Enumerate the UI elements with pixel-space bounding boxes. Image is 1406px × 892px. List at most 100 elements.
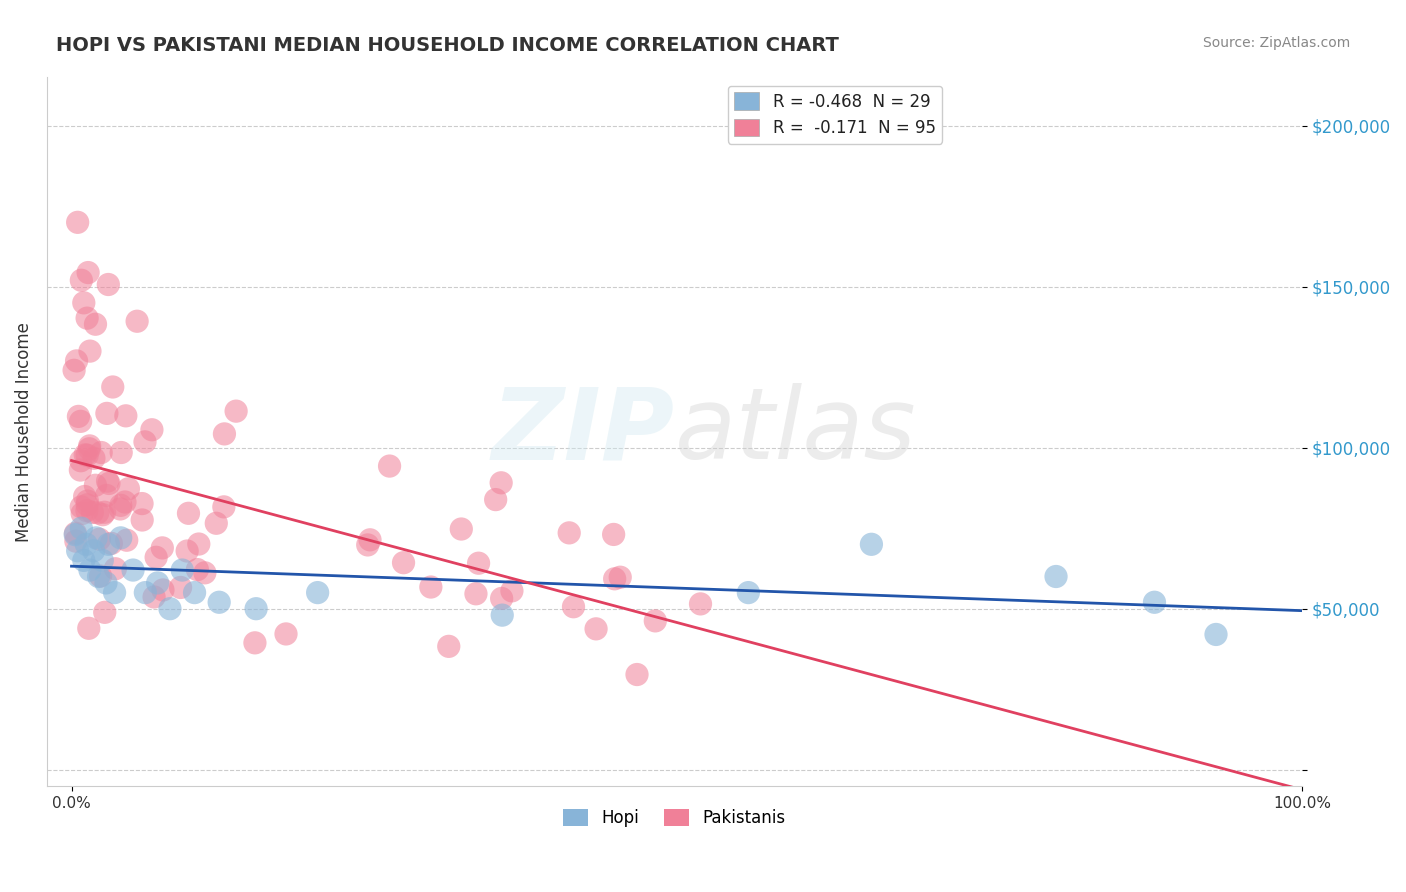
Pakistanis (104, 562, 127, 576)
Hopi (159, 601, 181, 615)
Pakistanis (77, 621, 100, 635)
Pakistanis (150, 541, 173, 555)
Pakistanis (79, 439, 101, 453)
Pakistanis (70, 273, 93, 287)
Hopi (146, 576, 169, 591)
Pakistanis (97, 277, 120, 292)
Pakistanis (98, 476, 121, 491)
Pakistanis (465, 587, 488, 601)
Pakistanis (91, 508, 114, 522)
Hopi (122, 563, 145, 577)
Text: ZIP: ZIP (492, 383, 675, 480)
Hopi (1205, 627, 1227, 641)
Legend: Hopi, Pakistanis: Hopi, Pakistanis (557, 803, 793, 834)
Hopi (860, 537, 883, 551)
Pakistanis (76, 448, 98, 462)
Pakistanis (76, 311, 98, 326)
Hopi (245, 601, 267, 615)
Pakistanis (626, 667, 648, 681)
Pakistanis (689, 597, 711, 611)
Hopi (91, 553, 114, 567)
Pakistanis (110, 499, 132, 513)
Hopi (75, 537, 97, 551)
Hopi (183, 585, 205, 599)
Hopi (73, 553, 96, 567)
Pakistanis (134, 434, 156, 449)
Pakistanis (585, 622, 607, 636)
Pakistanis (93, 505, 115, 519)
Pakistanis (176, 544, 198, 558)
Pakistanis (110, 445, 132, 459)
Pakistanis (69, 454, 91, 468)
Hopi (103, 585, 125, 599)
Text: HOPI VS PAKISTANI MEDIAN HOUSEHOLD INCOME CORRELATION CHART: HOPI VS PAKISTANI MEDIAN HOUSEHOLD INCOM… (56, 36, 839, 54)
Hopi (134, 585, 156, 599)
Pakistanis (63, 363, 86, 377)
Pakistanis (558, 525, 581, 540)
Pakistanis (76, 503, 98, 517)
Pakistanis (70, 507, 93, 521)
Pakistanis (603, 572, 626, 586)
Pakistanis (77, 266, 100, 280)
Pakistanis (378, 459, 401, 474)
Pakistanis (67, 409, 90, 424)
Hopi (70, 521, 93, 535)
Pakistanis (562, 599, 585, 614)
Pakistanis (357, 538, 380, 552)
Pakistanis (83, 451, 105, 466)
Pakistanis (177, 506, 200, 520)
Pakistanis (485, 492, 508, 507)
Hopi (172, 563, 194, 577)
Text: atlas: atlas (675, 383, 917, 480)
Pakistanis (644, 614, 666, 628)
Pakistanis (127, 314, 149, 328)
Pakistanis (152, 582, 174, 597)
Pakistanis (73, 295, 96, 310)
Hopi (110, 531, 132, 545)
Pakistanis (79, 344, 101, 359)
Pakistanis (143, 590, 166, 604)
Pakistanis (501, 583, 523, 598)
Hopi (84, 531, 107, 545)
Pakistanis (243, 636, 266, 650)
Pakistanis (66, 215, 89, 229)
Pakistanis (82, 505, 104, 519)
Pakistanis (76, 494, 98, 508)
Pakistanis (84, 478, 107, 492)
Hopi (87, 569, 110, 583)
Pakistanis (359, 533, 381, 547)
Hopi (1143, 595, 1166, 609)
Pakistanis (110, 502, 132, 516)
Pakistanis (87, 506, 110, 520)
Hopi (97, 537, 120, 551)
Pakistanis (145, 550, 167, 565)
Pakistanis (90, 569, 112, 583)
Pakistanis (131, 513, 153, 527)
Pakistanis (65, 534, 87, 549)
Pakistanis (186, 563, 208, 577)
Pakistanis (609, 570, 631, 584)
Pakistanis (489, 475, 512, 490)
Pakistanis (467, 556, 489, 570)
Hopi (1045, 569, 1067, 583)
Pakistanis (114, 495, 136, 509)
Pakistanis (73, 490, 96, 504)
Pakistanis (96, 406, 118, 420)
Pakistanis (65, 526, 87, 541)
Pakistanis (419, 580, 441, 594)
Pakistanis (84, 317, 107, 331)
Pakistanis (89, 533, 111, 547)
Pakistanis (76, 498, 98, 512)
Pakistanis (187, 537, 209, 551)
Pakistanis (602, 527, 624, 541)
Pakistanis (205, 516, 228, 531)
Pakistanis (131, 497, 153, 511)
Pakistanis (69, 414, 91, 428)
Hopi (94, 576, 117, 591)
Pakistanis (75, 448, 97, 462)
Text: Source: ZipAtlas.com: Source: ZipAtlas.com (1202, 36, 1350, 50)
Pakistanis (93, 605, 115, 619)
Pakistanis (115, 533, 138, 548)
Pakistanis (450, 522, 472, 536)
Pakistanis (225, 404, 247, 418)
